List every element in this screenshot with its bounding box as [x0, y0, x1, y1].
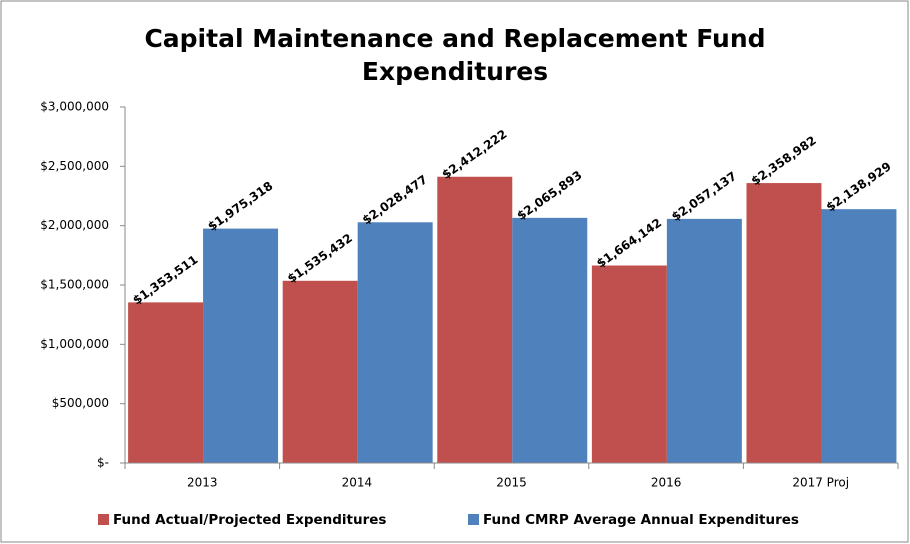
- y-tick-label: $1,000,000: [40, 337, 109, 351]
- bar: [203, 228, 279, 463]
- chart-title: Expenditures: [362, 57, 548, 86]
- legend-label: Fund CMRP Average Annual Expenditures: [483, 512, 799, 528]
- bar: [282, 280, 358, 463]
- y-tick-label: $500,000: [52, 396, 109, 410]
- bar: [746, 183, 822, 463]
- y-tick-label: $1,500,000: [40, 278, 109, 292]
- bar: [591, 265, 667, 463]
- bar: [666, 218, 742, 463]
- y-tick-label: $3,000,000: [40, 100, 109, 114]
- legend-swatch: [98, 514, 109, 525]
- x-tick-label: 2016: [651, 476, 682, 490]
- y-tick-label: $2,000,000: [40, 218, 109, 232]
- bar: [128, 302, 204, 463]
- y-tick-label: $2,500,000: [40, 159, 109, 173]
- bar: [437, 176, 513, 464]
- x-tick-label: 2014: [342, 476, 373, 490]
- x-tick-label: 2013: [187, 476, 218, 490]
- bar: [821, 209, 897, 463]
- legend-swatch: [468, 514, 479, 525]
- bar: [512, 217, 588, 463]
- x-tick-label: 2017 Proj: [792, 476, 849, 490]
- chart-title: Capital Maintenance and Replacement Fund: [144, 24, 765, 53]
- x-tick-label: 2015: [496, 476, 527, 490]
- y-tick-label: $-: [97, 456, 109, 470]
- legend-label: Fund Actual/Projected Expenditures: [113, 512, 386, 528]
- bar: [357, 222, 433, 463]
